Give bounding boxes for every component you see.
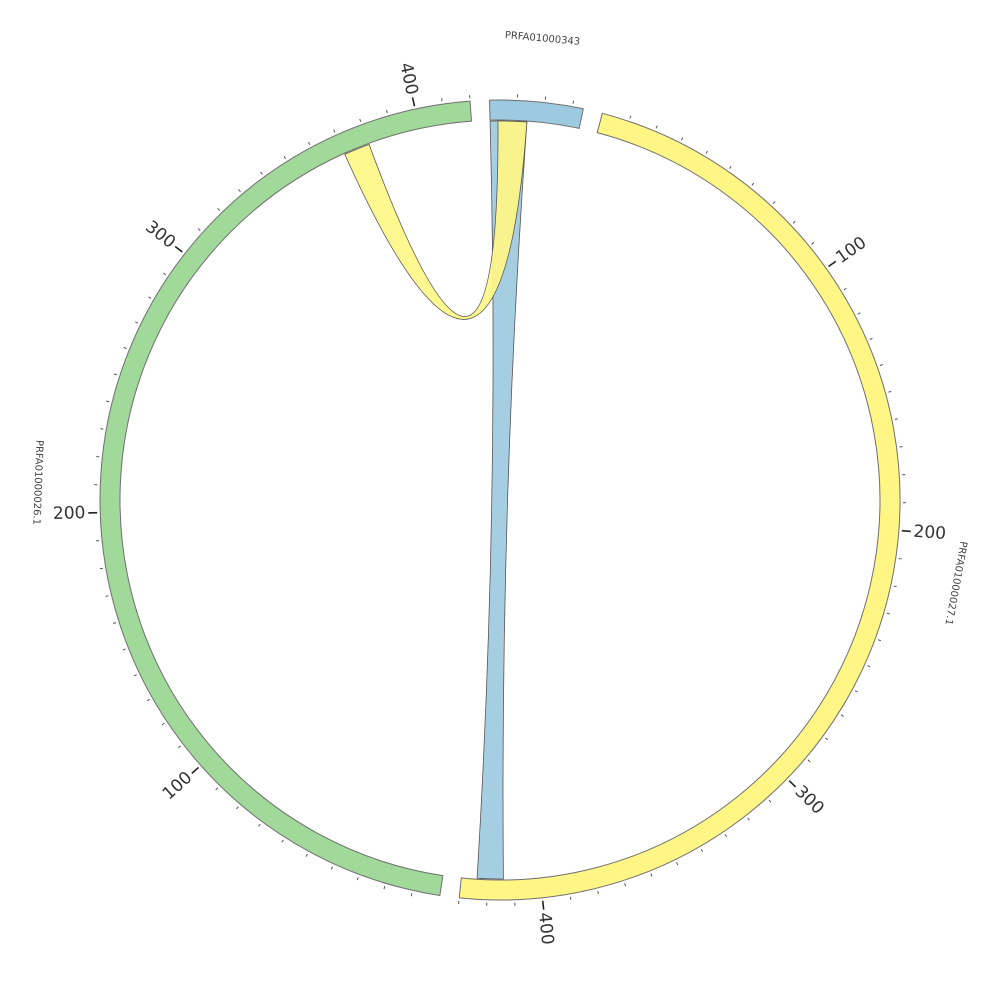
minor-tick-prfa01000026-1 xyxy=(282,840,284,843)
minor-tick-prfa01000026-1 xyxy=(124,348,127,349)
minor-tick-prfa01000026-1 xyxy=(357,877,358,880)
minor-tick-prfa01000026-1 xyxy=(261,172,263,174)
minor-tick-prfa01000026-1 xyxy=(123,649,126,650)
segment-label-prfa01000343: PRFA01000343 xyxy=(504,30,580,48)
minor-tick-prfa01000027-1 xyxy=(752,183,754,185)
minor-tick-prfa01000027-1 xyxy=(651,874,652,877)
minor-tick-prfa01000027-1 xyxy=(729,166,731,168)
tick-label-prfa01000027-1-400: 400 xyxy=(534,911,557,945)
minor-tick-prfa01000027-1 xyxy=(630,116,631,119)
minor-tick-prfa01000026-1 xyxy=(334,130,335,133)
tick-label-prfa01000026-1-300: 300 xyxy=(141,217,179,253)
minor-tick-prfa01000027-1 xyxy=(681,137,682,140)
minor-tick-prfa01000027-1 xyxy=(888,391,891,392)
minor-tick-prfa01000026-1 xyxy=(163,273,165,275)
minor-tick-prfa01000026-1 xyxy=(135,322,138,323)
minor-tick-prfa01000026-1 xyxy=(239,189,241,191)
minor-tick-prfa01000026-1 xyxy=(106,401,109,402)
minor-tick-prfa01000027-1 xyxy=(725,834,727,836)
minor-tick-prfa01000027-1 xyxy=(870,338,873,339)
minor-tick-prfa01000027-1 xyxy=(887,613,890,614)
major-tick-prfa01000027-1 xyxy=(789,781,795,787)
minor-tick-prfa01000027-1 xyxy=(894,586,897,587)
minor-tick-prfa01000026-1 xyxy=(308,142,309,145)
minor-tick-prfa01000027-1 xyxy=(844,288,847,290)
minor-tick-prfa01000026-1 xyxy=(162,723,165,725)
minor-tick-prfa01000026-1 xyxy=(360,119,361,122)
minor-tick-prfa01000343 xyxy=(573,101,574,104)
minor-tick-prfa01000027-1 xyxy=(676,862,677,865)
tick-label-prfa01000026-1-200: 200 xyxy=(53,503,86,524)
minor-tick-prfa01000027-1 xyxy=(858,313,861,314)
minor-tick-prfa01000027-1 xyxy=(773,201,775,203)
minor-tick-prfa01000027-1 xyxy=(808,760,810,762)
minor-tick-prfa01000027-1 xyxy=(656,126,657,129)
minor-tick-prfa01000027-1 xyxy=(880,365,883,366)
minor-tick-prfa01000026-1 xyxy=(100,568,103,569)
minor-tick-prfa01000027-1 xyxy=(812,242,814,244)
minor-tick-prfa01000027-1 xyxy=(793,221,795,223)
minor-tick-prfa01000027-1 xyxy=(598,891,599,894)
tick-label-prfa01000027-1-100: 100 xyxy=(832,233,870,268)
minor-tick-prfa01000027-1 xyxy=(841,715,844,717)
minor-tick-prfa01000027-1 xyxy=(570,897,571,900)
major-tick-prfa01000027-1 xyxy=(902,531,911,532)
minor-tick-prfa01000026-1 xyxy=(284,156,286,159)
minor-tick-prfa01000026-1 xyxy=(114,374,117,375)
minor-tick-prfa01000027-1 xyxy=(855,691,858,692)
minor-tick-prfa01000026-1 xyxy=(218,208,220,210)
minor-tick-prfa01000026-1 xyxy=(306,854,307,857)
segment-label-prfa01000026-1: PRFA01000026.1 xyxy=(30,440,44,525)
minor-tick-prfa01000026-1 xyxy=(178,746,180,748)
minor-tick-prfa01000027-1 xyxy=(769,800,771,802)
tick-label-prfa01000026-1-400: 400 xyxy=(395,61,421,97)
minor-tick-prfa01000027-1 xyxy=(625,883,626,886)
minor-tick-prfa01000027-1 xyxy=(825,738,827,740)
minor-tick-prfa01000027-1 xyxy=(895,419,898,420)
major-tick-prfa01000027-1 xyxy=(828,261,835,266)
major-tick-prfa01000026-1 xyxy=(175,247,182,253)
segment-arc-prfa01000027-1 xyxy=(459,113,900,900)
segment-label-prfa01000027-1: PRFA01000027.1 xyxy=(942,540,968,626)
links-layer xyxy=(345,121,527,879)
minor-tick-prfa01000026-1 xyxy=(259,824,261,826)
tick-label-prfa01000027-1-200: 200 xyxy=(913,522,947,544)
minor-tick-prfa01000026-1 xyxy=(148,297,151,299)
major-tick-prfa01000026-1 xyxy=(413,97,415,106)
minor-tick-prfa01000026-1 xyxy=(113,623,116,624)
minor-tick-prfa01000027-1 xyxy=(867,666,870,667)
minor-tick-prfa01000026-1 xyxy=(100,429,103,430)
major-tick-prfa01000027-1 xyxy=(543,901,544,910)
major-tick-prfa01000026-1 xyxy=(192,767,199,773)
minor-tick-prfa01000026-1 xyxy=(216,788,218,790)
minor-tick-prfa01000027-1 xyxy=(706,151,708,154)
minor-tick-prfa01000026-1 xyxy=(106,596,109,597)
minor-tick-prfa01000026-1 xyxy=(384,886,385,889)
minor-tick-prfa01000026-1 xyxy=(411,893,412,896)
minor-tick-prfa01000027-1 xyxy=(878,640,881,641)
minor-tick-prfa01000026-1 xyxy=(236,807,238,809)
minor-tick-prfa01000026-1 xyxy=(134,675,137,676)
minor-tick-prfa01000026-1 xyxy=(387,110,388,113)
minor-tick-prfa01000026-1 xyxy=(147,699,150,700)
tick-label-prfa01000027-1-300: 300 xyxy=(791,782,828,819)
minor-tick-prfa01000027-1 xyxy=(748,818,750,820)
tick-label-prfa01000026-1-100: 100 xyxy=(159,768,197,804)
minor-tick-prfa01000026-1 xyxy=(331,867,332,870)
minor-tick-prfa01000027-1 xyxy=(701,849,703,852)
minor-tick-prfa01000026-1 xyxy=(198,229,200,231)
